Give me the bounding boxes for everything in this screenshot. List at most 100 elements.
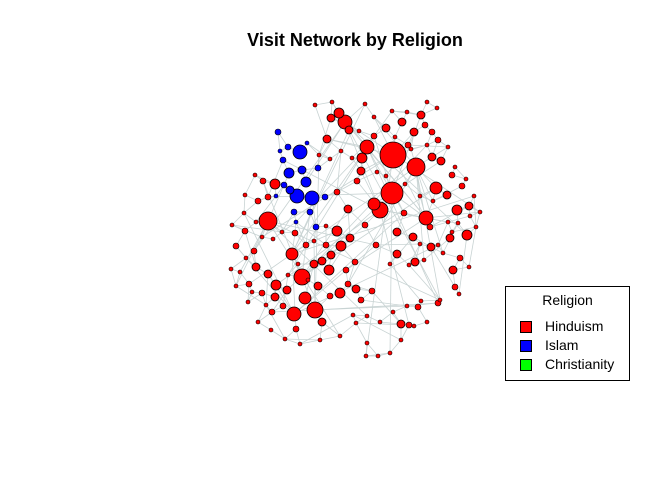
network-node-hinduism	[333, 107, 345, 119]
network-node-hinduism	[259, 177, 267, 185]
network-edge	[295, 221, 327, 246]
network-node-hinduism	[464, 201, 474, 211]
network-node-hinduism	[317, 317, 327, 327]
network-node-hinduism	[338, 148, 344, 154]
network-node-hinduism	[269, 178, 281, 190]
network-node-hinduism	[322, 134, 332, 144]
network-edge	[235, 285, 267, 306]
network-edge	[262, 180, 316, 311]
network-node-hinduism	[313, 281, 323, 291]
network-edge	[306, 142, 320, 156]
network-node-hinduism	[456, 254, 464, 262]
network-node-hinduism	[252, 172, 258, 178]
network-edge	[379, 209, 410, 326]
network-node-hinduism	[229, 222, 235, 228]
network-edge	[306, 142, 331, 160]
network-edge	[345, 217, 427, 271]
legend-title: Religion	[542, 292, 593, 308]
network-node-hinduism	[237, 269, 243, 275]
network-edge	[281, 211, 295, 233]
network-node-hinduism	[404, 109, 410, 115]
network-node-hinduism	[323, 223, 329, 229]
network-node-islam	[312, 223, 320, 231]
plot-title: Visit Network by Religion	[247, 30, 463, 50]
network-node-hinduism	[351, 284, 361, 294]
network-edge	[301, 144, 428, 278]
network-node-hinduism	[428, 128, 436, 136]
network-node-hinduism	[392, 249, 402, 259]
network-edge	[244, 230, 257, 268]
network-node-hinduism	[471, 193, 477, 199]
network-edge	[270, 329, 286, 340]
network-node-islam	[293, 219, 299, 225]
network-node-islam	[321, 193, 329, 201]
legend-swatch-hinduism	[520, 321, 532, 333]
network-node-hinduism	[371, 114, 377, 120]
network-node-hinduism	[302, 241, 310, 249]
network-node-islam	[273, 193, 279, 199]
network-edge	[267, 273, 295, 315]
network-node-hinduism	[370, 132, 378, 140]
network-edge	[355, 322, 368, 344]
network-edge	[305, 121, 346, 183]
network-node-hinduism	[241, 227, 249, 235]
network-edge	[404, 183, 421, 197]
network-node-hinduism	[424, 99, 430, 105]
network-node-hinduism	[361, 221, 369, 229]
network-node-hinduism	[364, 340, 370, 346]
network-node-hinduism	[362, 101, 368, 107]
network-edge	[257, 321, 272, 331]
network-node-hinduism	[344, 280, 352, 288]
network-node-hinduism	[286, 306, 302, 322]
network-edge	[235, 271, 241, 287]
network-edge	[379, 209, 449, 223]
legend-label-christianity: Christianity	[545, 356, 615, 372]
network-node-hinduism	[264, 193, 272, 201]
network-node-hinduism	[353, 320, 359, 326]
network-node-hinduism	[387, 350, 393, 356]
network-node-islam	[280, 181, 288, 189]
network-node-islam	[297, 165, 307, 175]
network-edge	[291, 195, 475, 255]
network-node-hinduism	[293, 268, 311, 286]
network-edge	[408, 264, 441, 301]
network-edge	[430, 246, 456, 288]
network-node-hinduism	[243, 255, 249, 261]
network-node-hinduism	[253, 219, 259, 225]
network-node-hinduism	[349, 155, 355, 161]
network-node-hinduism	[424, 319, 430, 325]
network-node-hinduism	[473, 224, 479, 230]
network-edge	[265, 273, 269, 306]
network-edge	[379, 311, 394, 323]
network-node-islam	[274, 128, 282, 136]
network-node-hinduism	[380, 181, 404, 205]
network-node-hinduism	[228, 266, 234, 272]
network-edge	[373, 110, 393, 137]
network-node-hinduism	[408, 232, 418, 242]
network-edge	[243, 194, 246, 214]
network-node-hinduism	[342, 266, 350, 274]
network-node-islam	[279, 156, 287, 164]
network-node-hinduism	[421, 257, 427, 263]
network-edge	[339, 322, 357, 337]
network-edge	[314, 104, 328, 140]
network-node-hinduism	[463, 176, 469, 182]
network-node-hinduism	[424, 142, 430, 148]
network-node-hinduism	[397, 117, 407, 127]
network-node-hinduism	[404, 303, 410, 309]
network-node-hinduism	[242, 192, 248, 198]
network-node-hinduism	[445, 144, 451, 150]
network-node-hinduism	[337, 333, 343, 339]
network-node-hinduism	[363, 353, 369, 359]
network-node-hinduism	[323, 264, 335, 276]
network-node-islam	[306, 208, 314, 216]
network-node-islam	[304, 140, 310, 146]
network-node-hinduism	[416, 110, 426, 120]
network-node-islam	[314, 164, 322, 172]
network-node-hinduism	[440, 250, 446, 256]
network-node-hinduism	[251, 262, 261, 272]
network-node-hinduism	[417, 241, 423, 247]
network-node-hinduism	[233, 283, 239, 289]
network-node-hinduism	[430, 198, 436, 204]
network-node-hinduism	[418, 210, 434, 226]
